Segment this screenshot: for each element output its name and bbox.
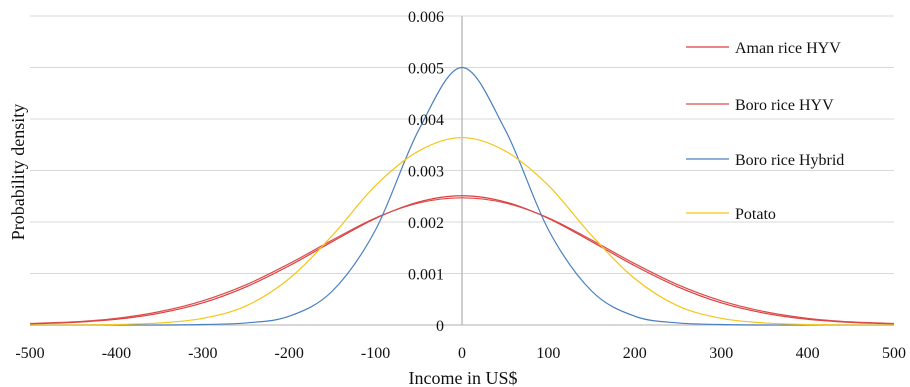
y-tick-label: 0.001 xyxy=(408,267,444,284)
x-tick-label: 300 xyxy=(709,345,733,362)
legend: Aman rice HYV Boro rice HYV Boro rice Hybr… xyxy=(686,40,844,223)
x-tick-label: -100 xyxy=(361,345,390,362)
y-axis-title: Probability density xyxy=(8,104,28,241)
x-tick-label: 100 xyxy=(536,345,560,362)
x-tick-label: -200 xyxy=(275,345,304,362)
legend-label: Boro rice HYV xyxy=(735,97,834,114)
legend-label: Potato xyxy=(735,206,776,223)
y-tick-label: 0.002 xyxy=(408,215,444,232)
legend-label: Boro rice Hybrid xyxy=(735,152,844,169)
x-axis-title: Income in US$ xyxy=(409,368,518,387)
x-tick-label: -400 xyxy=(102,345,131,362)
series-line-1 xyxy=(29,195,895,325)
series-line-2 xyxy=(29,197,895,325)
y-tick-label: 0.005 xyxy=(408,61,444,78)
x-tick-label: -300 xyxy=(188,345,217,362)
x-tick-label: 500 xyxy=(882,345,906,362)
series-lines xyxy=(29,66,895,326)
x-tick-label: 400 xyxy=(796,345,820,362)
series-line-4 xyxy=(29,136,895,326)
y-tick-label: 0.004 xyxy=(408,112,444,129)
y-tick-label: 0 xyxy=(436,318,444,335)
series-line-3 xyxy=(29,66,894,326)
x-tick-label: 200 xyxy=(623,345,647,362)
x-tick-label: 0 xyxy=(458,345,466,362)
y-tick-labels: 0 0.001 0.002 0.003 0.004 0.005 0.006 xyxy=(408,9,444,335)
legend-label: Aman rice HYV xyxy=(735,40,841,57)
y-tick-label: 0.003 xyxy=(408,164,444,181)
x-tick-labels: -500 -400 -300 -200 -100 0 100 200 300 400 500 xyxy=(15,345,906,362)
y-tick-label: 0.006 xyxy=(408,9,444,26)
x-tick-label: -500 xyxy=(15,345,44,362)
